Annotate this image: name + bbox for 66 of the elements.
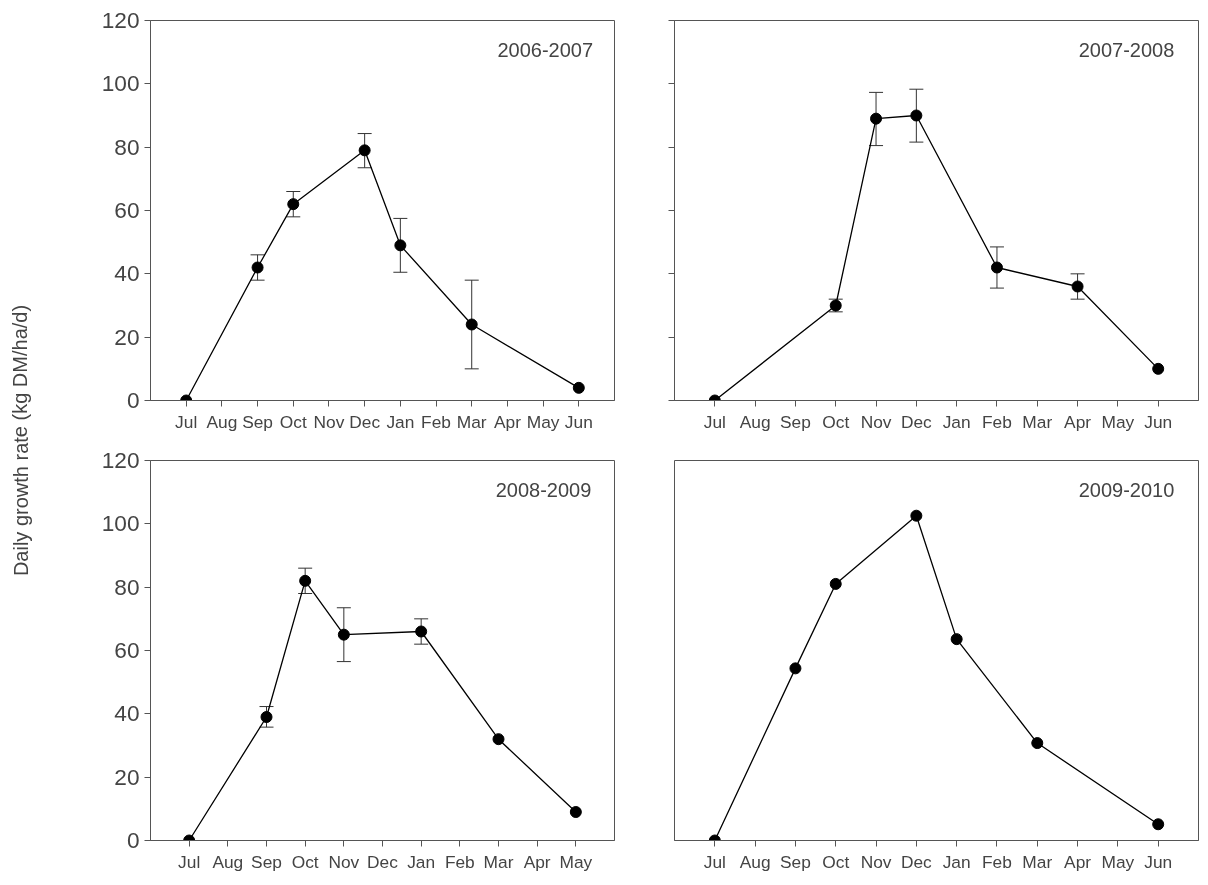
x-tick-label: Dec [367,851,399,872]
y-tick-label: 100 [101,70,140,97]
x-tick-label: May [1101,851,1135,872]
x-tick-label: Jul [703,851,726,872]
x-tick-label: Feb [982,411,1012,432]
y-tick-label: 120 [101,447,140,473]
x-tick-label: Sep [242,411,273,432]
x-tick-label: Dec [900,411,933,432]
y-axis-title: Daily growth rate (kg DM/ha/d) [9,304,32,577]
y-tick-label: 80 [114,133,140,160]
y-tick-label: 0 [126,827,140,853]
y-tick-label: 120 [101,7,140,33]
x-tick-label: Feb [982,851,1012,872]
y-tick-label: 60 [114,637,140,663]
x-tick-label: Sep [780,411,811,432]
x-tick-label: Aug [739,411,771,432]
x-tick-label: Apr [1064,851,1092,872]
text: 2006-2007 [497,38,594,61]
x-tick-label: May [559,851,593,872]
x-tick-label: May [526,411,560,432]
chart-title: 2009-2010 [1078,478,1175,501]
y-tick-label: 0 [126,387,140,413]
x-tick-label: Mar [456,411,487,432]
x-tick-label: Apr [493,411,522,432]
x-tick-label: Oct [291,851,319,872]
x-tick-label: Jun [564,411,593,432]
x-tick-label: Apr [523,851,551,872]
x-tick-label: Nov [328,851,360,872]
x-tick-label: Aug [739,851,771,872]
x-tick-label: Jan [942,411,971,432]
x-tick-label: Jul [175,411,198,432]
x-tick-label: Dec [349,411,381,432]
x-tick-label: Aug [212,851,244,872]
x-tick-label: Oct [822,411,850,432]
x-tick-label: Jul [703,411,726,432]
x-tick-label: Jan [407,851,436,872]
x-tick-label: Mar [483,851,514,872]
x-tick-label: Nov [313,411,345,432]
x-tick-label: Jun [1144,411,1173,432]
x-tick-label: Oct [279,411,307,432]
y-tick-label: 40 [114,700,140,727]
x-tick-label: Sep [780,851,811,872]
y-tick-label: 60 [114,197,140,223]
x-tick-label: Aug [206,411,238,432]
y-tick-label: 80 [114,573,140,600]
y-tick-label: 100 [101,510,140,537]
text: 2007-2008 [1078,38,1175,61]
x-tick-label: Mar [1022,851,1053,872]
y-tick-label: 20 [114,323,140,350]
x-tick-label: Oct [822,851,850,872]
x-tick-label: Feb [421,411,451,432]
x-tick-label: Nov [860,411,892,432]
x-tick-label: Jul [178,851,201,872]
x-tick-label: Feb [444,851,475,872]
x-tick-label: Jan [942,851,971,872]
x-tick-label: Jan [386,411,415,432]
text: 2008-2009 [495,478,592,501]
x-tick-label: Nov [860,851,892,872]
x-tick-label: May [1101,411,1135,432]
x-tick-label: Jun [1144,851,1173,872]
y-tick-label: 20 [114,763,140,790]
x-tick-label: Mar [1022,411,1053,432]
x-tick-label: Sep [251,851,282,872]
y-tick-label: 40 [114,260,140,287]
x-tick-label: Dec [900,851,933,872]
x-tick-label: Apr [1064,411,1092,432]
